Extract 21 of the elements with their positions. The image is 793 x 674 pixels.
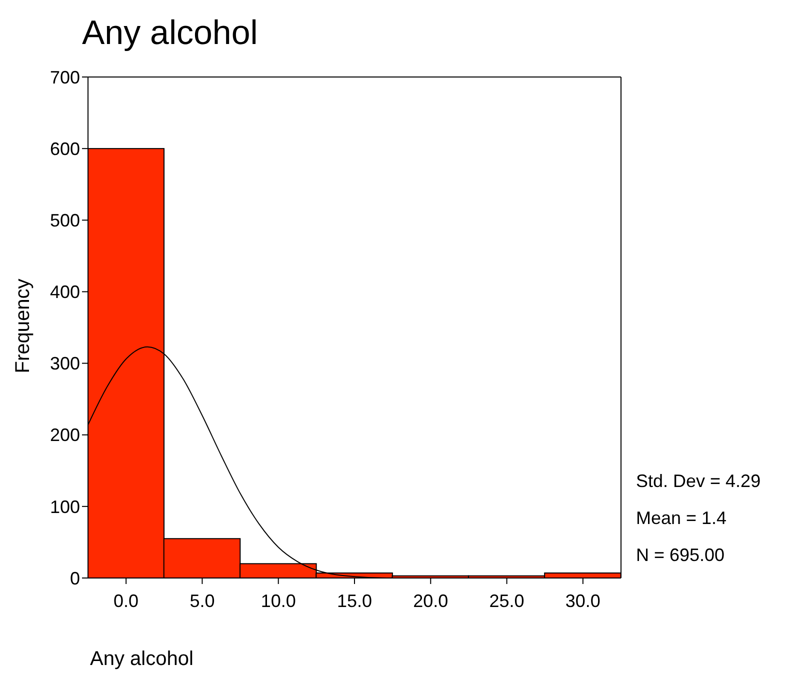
x-axis-title: Any alcohol [90,648,194,671]
y-tick-label: 0 [70,568,80,588]
text: Mean = 1.4 [636,507,728,530]
text: Std. Dev = 4.29 [636,470,761,493]
x-tick-label: 0.0 [114,590,139,611]
y-tick-label: 500 [50,210,80,231]
x-tick-label: 15.0 [336,590,372,611]
y-tick-label: 300 [50,354,80,374]
y-tick-label: 200 [50,425,80,446]
y-axis-title: Frequency [12,278,35,374]
x-tick-label: 30.0 [565,590,600,611]
y-tick-label: 700 [50,67,80,88]
x-tick-label: 20.0 [413,590,448,611]
y-tick-label: 400 [50,282,80,302]
x-tick-label: 5.0 [190,590,215,611]
y-tick-label: 100 [50,496,80,517]
y-tick-label: 600 [50,138,80,159]
x-tick-label: 10.0 [260,590,296,611]
chart-title: Any alcohol [82,14,258,53]
text: N = 695.00 [636,544,726,567]
x-tick-label: 25.0 [489,590,524,611]
